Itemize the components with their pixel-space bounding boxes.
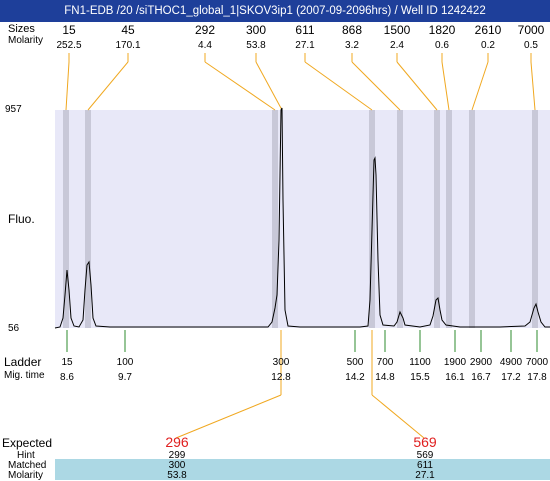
expected-value: 296 (165, 434, 189, 450)
peak-connector (65, 61, 70, 111)
ladder-size-label: 300 (272, 357, 290, 368)
ladder-size-label: 1100 (409, 357, 431, 368)
peak-size-label: 7000 (517, 23, 545, 37)
matched-value: 611 (417, 460, 433, 471)
molarity-value: 27.1 (415, 470, 435, 481)
matched-value: 300 (168, 460, 186, 471)
peak-band (434, 110, 440, 328)
ladder-time-label: 17.8 (527, 372, 547, 383)
peak-connector (441, 61, 450, 111)
peak-connector (204, 61, 276, 111)
ladder-time-label: 16.7 (471, 372, 491, 383)
peak-connector (471, 61, 489, 111)
expected-connector (175, 394, 282, 439)
ladder-time-label: 17.2 (501, 372, 521, 383)
peak-size-label: 45 (121, 23, 135, 37)
peak-molarity-label: 0.5 (524, 40, 538, 51)
peak-band (469, 110, 475, 328)
peak-size-label: 2610 (474, 23, 502, 37)
peak-band (532, 110, 538, 328)
molarity-label: Molarity (8, 470, 44, 481)
ladder-size-label: 500 (346, 357, 364, 368)
peak-band (85, 110, 91, 328)
ladder-time-label: 15.5 (410, 372, 430, 383)
peak-connector (396, 61, 438, 111)
matched-row-band (55, 459, 550, 472)
peak-connector (304, 61, 373, 111)
peak-size-label: 1820 (428, 23, 456, 37)
peak-size-label: 611 (295, 23, 315, 37)
window-title: FN1-EDB /20 /siTHOC1_global_1|SKOV3ip1 (… (0, 0, 550, 22)
peak-size-label: 292 (194, 23, 216, 37)
plot-area (55, 110, 550, 328)
ladder-time-label: 12.8 (271, 372, 291, 383)
molarity-row-label: Molarity (8, 35, 44, 46)
peak-band (63, 110, 69, 328)
mig-time-label: Mig. time (4, 370, 45, 381)
sizes-row-label: Sizes (8, 23, 35, 35)
ladder-label: Ladder (4, 355, 42, 369)
peak-band (446, 110, 452, 328)
hint-value: 299 (168, 450, 186, 461)
ladder-size-label: 15 (61, 357, 73, 368)
ladder-time-label: 8.6 (60, 372, 74, 383)
peak-connector (255, 61, 283, 111)
y-max-label: 957 (5, 104, 22, 115)
ladder-size-label: 7000 (525, 357, 549, 368)
peak-connector (351, 61, 401, 111)
peak-band (272, 110, 278, 328)
peak-size-label: 15 (62, 23, 76, 37)
y-min-label: 56 (8, 323, 20, 334)
peak-molarity-label: 3.2 (345, 40, 359, 51)
ladder-size-label: 4900 (499, 357, 523, 368)
peak-molarity-label: 252.5 (56, 40, 82, 51)
y-axis-label: Fluo. (8, 212, 35, 226)
peak-connector (530, 61, 536, 111)
peak-molarity-label: 0.6 (435, 40, 449, 51)
hint-label: Hint (17, 450, 35, 461)
fluorescence-trace (54, 107, 550, 329)
ladder-time-label: 14.2 (345, 372, 365, 383)
expected-label: Expected (2, 436, 53, 450)
peak-connector (87, 61, 129, 111)
ladder-size-label: 1900 (443, 357, 467, 368)
ladder-size-label: 2900 (469, 357, 493, 368)
peak-size-label: 300 (245, 23, 267, 37)
peak-molarity-label: 53.8 (246, 40, 266, 51)
ladder-time-label: 14.8 (375, 372, 395, 383)
matched-label: Matched (8, 460, 47, 471)
peak-molarity-label: 0.2 (481, 40, 495, 51)
peak-molarity-label: 27.1 (295, 40, 315, 51)
molarity-row-band (55, 471, 550, 480)
ladder-size-label: 700 (376, 357, 394, 368)
ladder-time-label: 9.7 (118, 372, 132, 383)
ladder-size-label: 100 (116, 357, 134, 368)
peak-size-label: 1500 (383, 23, 411, 37)
peak-molarity-label: 2.4 (390, 40, 404, 51)
expected-connector (371, 394, 425, 439)
ladder-time-label: 16.1 (445, 372, 465, 383)
peak-molarity-label: 170.1 (115, 40, 141, 51)
peak-size-label: 868 (341, 23, 363, 37)
molarity-value: 53.8 (167, 470, 187, 481)
peak-molarity-label: 4.4 (198, 40, 212, 51)
hint-value: 569 (416, 450, 434, 461)
peak-band (397, 110, 403, 328)
expected-value: 569 (413, 434, 437, 450)
